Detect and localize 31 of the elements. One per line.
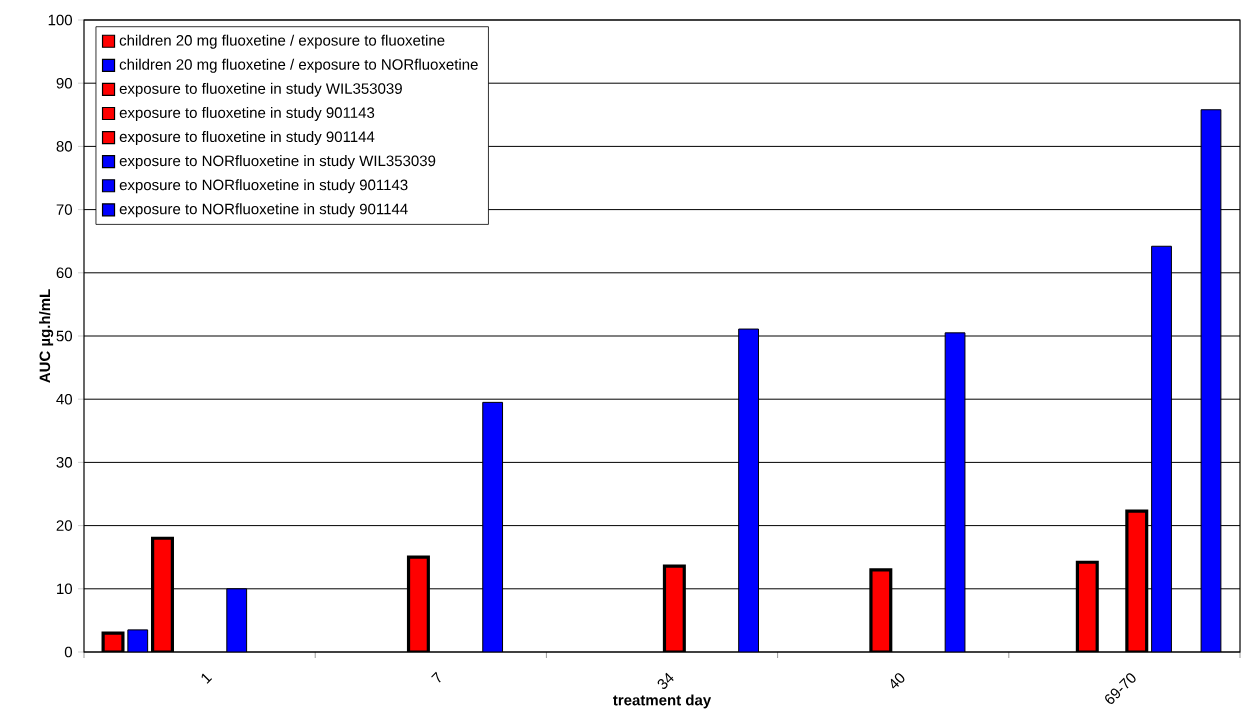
legend-label: exposure to NORfluoxetine in study 901143 (119, 179, 408, 194)
bar (482, 401, 504, 652)
y-tick-label: 40 (56, 393, 73, 405)
legend-label: exposure to NORfluoxetine in study 901144 (119, 203, 408, 218)
y-tick-label: 10 (57, 583, 73, 595)
y-tick-label: 70 (56, 204, 73, 215)
bar (944, 332, 966, 652)
x-tick-label: 7 (431, 671, 441, 683)
bar (738, 328, 759, 652)
y-tick-label: 80 (56, 141, 73, 152)
y-tick-label: 30 (56, 457, 73, 468)
x-tick-label: 1 (201, 673, 213, 684)
y-tick-label: 0 (64, 646, 73, 658)
legend-label: exposure to fluoxetine in study WIL353039 (119, 82, 402, 97)
legend-label: exposure to fluoxetine in study 901143 (119, 106, 375, 121)
x-axis-title: treatment day (613, 694, 712, 709)
x-tick-label: 34 (657, 672, 674, 689)
y-tick-label: 50 (56, 330, 73, 342)
bar (1200, 109, 1222, 652)
y-tick-label: 100 (48, 14, 73, 26)
y-tick-label: 20 (56, 520, 73, 531)
x-tick-label: 40 (890, 673, 905, 689)
y-tick-label: 60 (56, 267, 73, 279)
bar (1151, 245, 1172, 652)
y-tick-label: 90 (56, 77, 73, 89)
y-axis-title: AUC µg.h/mL (39, 289, 54, 383)
bar (226, 588, 248, 652)
legend-label: exposure to fluoxetine in study 901144 (119, 131, 375, 146)
legend-label: children 20 mg fluoxetine / exposure to NORfluoxetine (119, 58, 478, 73)
legend-label: exposure to NORfluoxetine in study WIL353039 (119, 155, 436, 170)
legend-label: children 20 mg fluoxetine / exposure to fluoxetine (119, 34, 445, 49)
